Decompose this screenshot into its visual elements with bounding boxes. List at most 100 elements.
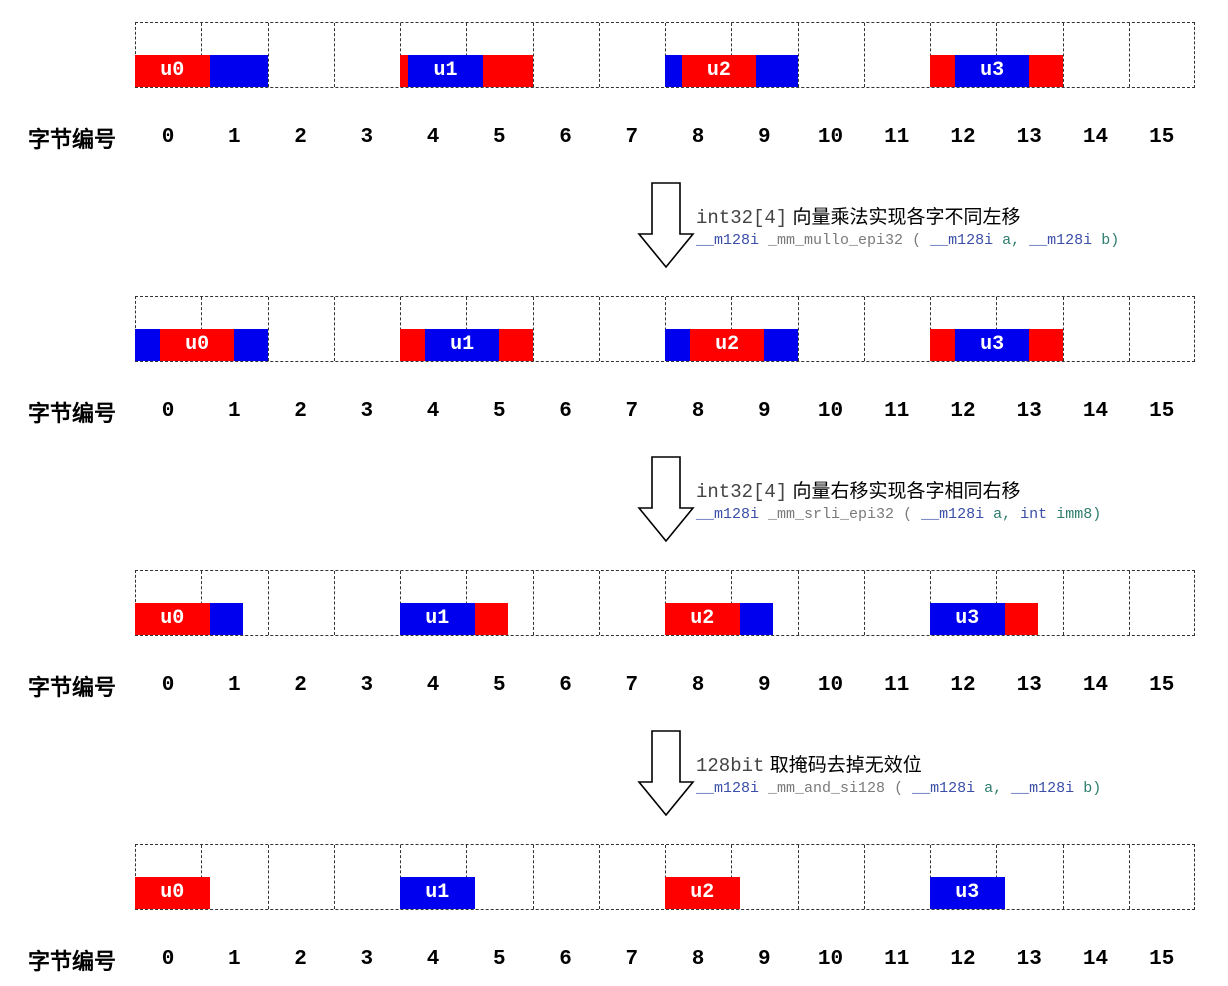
word-segment-blue	[400, 603, 475, 635]
word-segment-red	[1029, 329, 1063, 361]
param-name: a,	[993, 506, 1012, 523]
byte-index-label: 10	[817, 948, 844, 971]
param-type: __m128i	[1011, 780, 1075, 797]
word-segment-blue	[408, 55, 483, 87]
byte-index-label: 11	[884, 400, 910, 423]
return-type: __m128i	[696, 780, 760, 797]
param-name: b)	[1101, 232, 1120, 249]
byte-cell-divider	[532, 571, 534, 635]
param-type: __m128i	[1029, 232, 1093, 249]
byte-index-label: 11	[884, 948, 910, 971]
open-paren: (	[912, 232, 922, 249]
param-type: __m128i	[912, 780, 976, 797]
byte-index-label: 8	[691, 400, 705, 423]
byte-cell-divider	[797, 297, 799, 361]
word-label: u0	[160, 607, 185, 630]
byte-index-label: 14	[1082, 948, 1109, 971]
byte-cell-divider	[532, 23, 534, 87]
byte-index-label: 6	[559, 674, 572, 697]
byte-cell-divider	[1128, 571, 1130, 635]
function-name: _mm_and_si128	[768, 780, 886, 797]
down-arrow-icon	[637, 730, 695, 817]
intrinsic-signature: __m128i _mm_and_si128 ( __m128i a, __m12…	[696, 780, 1101, 797]
open-paren: (	[894, 780, 904, 797]
byte-cell-divider	[1062, 23, 1064, 87]
byte-index-label: 6	[559, 948, 572, 971]
function-name: _mm_mullo_epi32	[768, 232, 904, 249]
byte-index-title: 字节编号	[28, 676, 117, 701]
operation-title: 128bit 取掩码去掉无效位	[696, 750, 922, 777]
byte-index-label: 15	[1149, 126, 1175, 149]
byte-index-label: 4	[426, 400, 440, 423]
byte-index-label: 3	[360, 126, 374, 149]
param-name: imm8)	[1056, 506, 1102, 523]
byte-index-label: 14	[1082, 674, 1109, 697]
byte-cell-divider	[1062, 845, 1064, 909]
byte-index-label: 10	[817, 674, 844, 697]
param-type: __m128i	[930, 232, 994, 249]
word-segment-red	[474, 603, 508, 635]
byte-index-label: 9	[757, 948, 771, 971]
intrinsic-signature: __m128i _mm_mullo_epi32 ( __m128i a, __m…	[696, 232, 1119, 249]
byte-cell-divider	[333, 845, 335, 909]
operation-description: 向量乘法实现各字不同左移	[792, 206, 1021, 228]
byte-index-label: 1	[227, 674, 241, 697]
word-label: u1	[433, 59, 458, 82]
byte-cell-divider	[267, 571, 269, 635]
byte-index-label: 7	[625, 674, 639, 697]
byte-index-label: 4	[426, 948, 440, 971]
byte-cell-divider	[1128, 845, 1130, 909]
operation-type: int32[4]	[696, 481, 788, 503]
down-arrow-icon	[637, 456, 695, 543]
byte-index-label: 4	[426, 674, 440, 697]
byte-index-label: 9	[757, 400, 771, 423]
return-type: __m128i	[696, 506, 760, 523]
down-arrow-icon	[637, 182, 695, 269]
word-label: u2	[706, 59, 731, 82]
byte-index-label: 13	[1016, 400, 1042, 423]
word-segment-red	[482, 55, 533, 87]
byte-cell-divider	[333, 23, 335, 87]
word-label: u0	[160, 881, 185, 904]
word-segment-red	[400, 329, 425, 361]
intrinsic-signature: __m128i _mm_srli_epi32 ( __m128i a, int …	[696, 506, 1101, 523]
byte-index-label: 7	[625, 948, 639, 971]
word-segment-blue	[234, 329, 268, 361]
byte-index-label: 3	[360, 948, 374, 971]
byte-index-label: 5	[492, 126, 506, 149]
byte-cell-divider	[1062, 297, 1064, 361]
byte-cell-divider	[1128, 297, 1130, 361]
param-type: __m128i	[921, 506, 985, 523]
byte-index-label: 10	[817, 400, 844, 423]
byte-index-label: 3	[360, 400, 374, 423]
byte-index-label: 6	[559, 400, 572, 423]
byte-index-label: 11	[884, 126, 910, 149]
open-paren: (	[903, 506, 913, 523]
byte-index-label: 15	[1149, 674, 1175, 697]
param-name: b)	[1083, 780, 1102, 797]
word-segment-blue	[209, 603, 243, 635]
word-segment-blue	[954, 55, 1030, 87]
word-segment-red	[930, 329, 955, 361]
param-name: a,	[984, 780, 1003, 797]
word-label: u3	[955, 607, 980, 630]
byte-index-label: 10	[817, 126, 844, 149]
byte-index-label: 8	[691, 126, 705, 149]
byte-index-label: 1	[227, 948, 241, 971]
function-name: _mm_srli_epi32	[768, 506, 895, 523]
byte-index-label: 2	[294, 400, 307, 423]
word-segment-blue	[135, 329, 160, 361]
byte-index-label: 14	[1082, 400, 1109, 423]
byte-index-label: 4	[426, 126, 440, 149]
word-label: u3	[955, 881, 980, 904]
byte-index-label: 5	[492, 948, 506, 971]
word-segment-red	[665, 603, 740, 635]
byte-cell-divider	[797, 23, 799, 87]
byte-cell-divider	[1062, 571, 1064, 635]
word-label: u1	[450, 333, 475, 356]
word-segment-red	[159, 329, 235, 361]
byte-index-label: 15	[1149, 948, 1175, 971]
byte-cell-divider	[598, 845, 600, 909]
byte-index-label: 12	[950, 948, 976, 971]
byte-index-label: 12	[950, 126, 976, 149]
